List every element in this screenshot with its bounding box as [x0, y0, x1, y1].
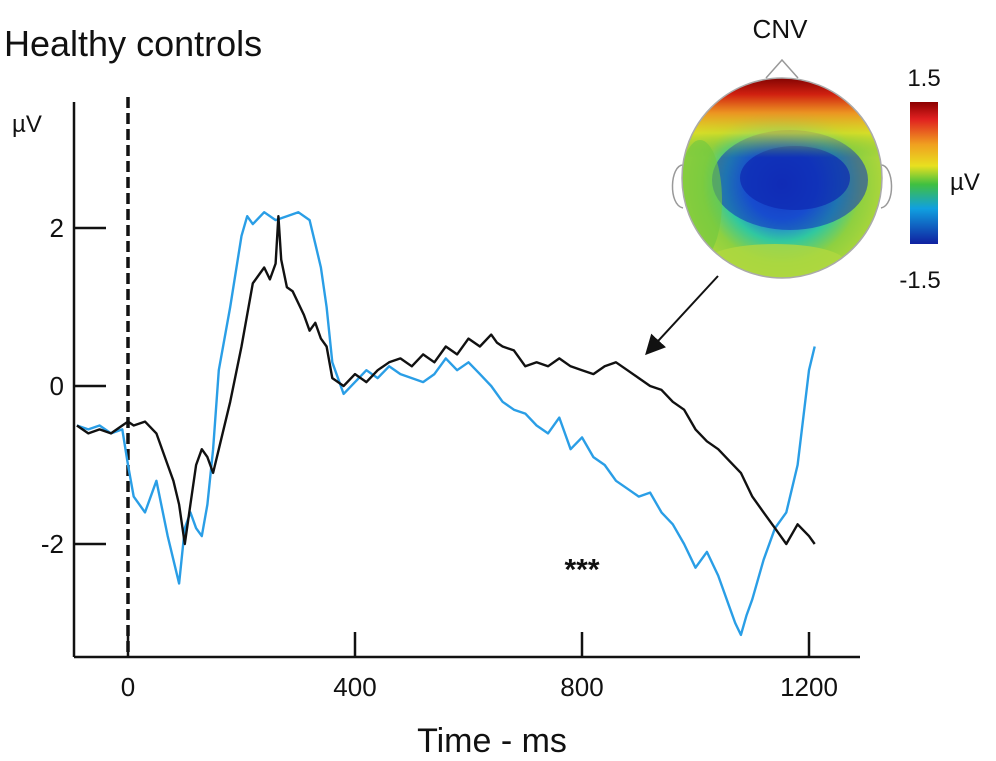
y-ticks: 2 0 -2 [41, 213, 106, 559]
chart-title: Healthy controls [4, 23, 262, 64]
x-tick-label: 0 [121, 672, 135, 702]
significance-annotation: *** [564, 554, 599, 587]
x-tick-label: 400 [333, 672, 376, 702]
colorbar-max-label: 1.5 [907, 65, 940, 92]
x-axis-label: Time - ms [417, 722, 567, 760]
y-tick-label: 0 [50, 371, 64, 401]
y-tick-label: 2 [50, 213, 64, 243]
topomap-arrow [645, 275, 719, 356]
series-line-blue [76, 211, 816, 637]
series-line-black [76, 215, 816, 546]
colorbar-unit-label: µV [950, 169, 980, 196]
topomap: CNV 1.5 µV -1.5 [645, 14, 980, 356]
nose-icon [765, 58, 799, 79]
series-group [76, 211, 816, 637]
colorbar [910, 102, 938, 244]
x-tick-label: 1200 [780, 672, 838, 702]
x-ticks: 0 400 800 1200 [121, 632, 838, 702]
left-ear-icon [671, 164, 684, 209]
y-axis-unit: µV [12, 111, 42, 138]
head-outline [681, 77, 883, 279]
topomap-title: CNV [753, 14, 809, 44]
right-ear-icon [880, 164, 893, 209]
y-tick-label: -2 [41, 529, 64, 559]
colorbar-min-label: -1.5 [899, 267, 940, 294]
x-tick-label: 800 [560, 672, 603, 702]
